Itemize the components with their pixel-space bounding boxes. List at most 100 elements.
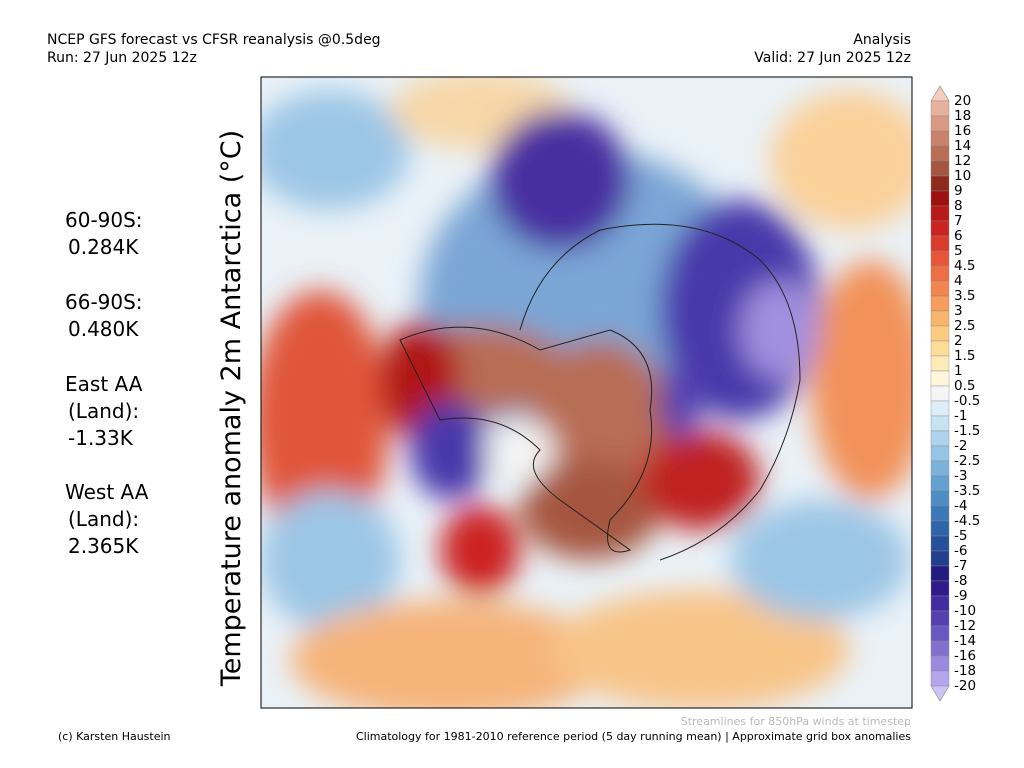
colorbar-swatch (930, 505, 950, 522)
colorbar-label: -2.5 (954, 453, 980, 469)
colorbar-label: 20 (954, 93, 971, 109)
stat-line: 60-90S: (65, 208, 143, 232)
credit: (c) Karsten Haustein (58, 730, 171, 743)
colorbar-label: -4 (954, 498, 967, 514)
colorbar-swatch (930, 130, 950, 147)
colorbar-label: 12 (954, 153, 971, 169)
valid: Valid: 27 Jun 2025 12z (754, 50, 911, 66)
colorbar-label: 5 (954, 243, 963, 259)
stat-line: 2.365K (68, 534, 139, 558)
colorbar-swatch (930, 115, 950, 132)
stats: 60-90S: 0.284K 66-90S: 0.480K East AA (Land):… (65, 208, 149, 558)
colorbar-swatch (930, 295, 950, 312)
colorbar-arrow-bottom (930, 685, 950, 702)
colorbar-swatch (930, 385, 950, 402)
colorbar-swatch (930, 280, 950, 297)
colorbar-label: -18 (954, 663, 976, 679)
colorbar-swatch (930, 640, 950, 657)
colorbar-swatch (930, 340, 950, 357)
colorbar-label: -10 (954, 603, 976, 619)
colorbar-swatch (930, 355, 950, 372)
colorbar-label: -1 (954, 408, 967, 424)
map (261, 77, 912, 708)
colorbar-swatch (930, 100, 950, 117)
colorbar-label: 3 (954, 303, 963, 319)
colorbar-label: 2.5 (954, 318, 975, 334)
colorbar-swatch (930, 490, 950, 507)
stat-line: (Land): (68, 507, 139, 531)
colorbar-label: 8 (954, 198, 963, 214)
climatology-note: Climatology for 1981-2010 reference peri… (356, 730, 911, 743)
colorbar-label: 9 (954, 183, 963, 199)
stat-line: West AA (65, 480, 149, 504)
stat-line: (Land): (68, 399, 139, 423)
colorbar-label: -20 (954, 678, 976, 694)
colorbar-swatch (930, 205, 950, 222)
colorbar-swatch (930, 625, 950, 642)
colorbar-swatch (930, 475, 950, 492)
colorbar-label: -5 (954, 528, 967, 544)
map-frame (260, 76, 913, 709)
colorbar-label: 0.5 (954, 378, 975, 394)
stat-line: 66-90S: (65, 290, 143, 314)
stat-line: 0.284K (68, 235, 139, 259)
colorbar-label: 14 (954, 138, 971, 154)
colorbar-label: 1 (954, 363, 963, 379)
colorbar-swatch (930, 190, 950, 207)
colorbar-label: 4.5 (954, 258, 975, 274)
run: Run: 27 Jun 2025 12z (47, 50, 197, 66)
colorbar-swatch (930, 145, 950, 162)
colorbar-swatch (930, 415, 950, 432)
colorbar-label: -8 (954, 573, 967, 589)
colorbar-swatch (930, 460, 950, 477)
colorbar-swatch (930, 370, 950, 387)
colorbar-label: 1.5 (954, 348, 975, 364)
kind: Analysis (853, 32, 911, 48)
colorbar-swatch (930, 580, 950, 597)
title: NCEP GFS forecast vs CFSR reanalysis @0.… (47, 32, 381, 48)
colorbar-swatch (930, 670, 950, 687)
colorbar-label: 18 (954, 108, 971, 124)
colorbar-swatch (930, 160, 950, 177)
colorbar-label: -12 (954, 618, 976, 634)
colorbar-label: -1.5 (954, 423, 980, 439)
colorbar-label: -2 (954, 438, 967, 454)
colorbar-swatch (930, 565, 950, 582)
colorbar-swatch (930, 610, 950, 627)
colorbar-label: 4 (954, 273, 963, 289)
colorbar-label: 10 (954, 168, 971, 184)
colorbar-label: -6 (954, 543, 967, 559)
colorbar-label: 3.5 (954, 288, 975, 304)
colorbar-swatch (930, 655, 950, 672)
colorbar-swatch (930, 235, 950, 252)
colorbar: 201816141210987654.543.532.521.510.5-0.5… (930, 85, 980, 702)
colorbar-label: 2 (954, 333, 963, 349)
stat-line: East AA (65, 372, 143, 396)
colorbar-label: -7 (954, 558, 967, 574)
colorbar-swatch (930, 220, 950, 237)
colorbar-swatch (930, 265, 950, 282)
colorbar-label: -0.5 (954, 393, 980, 409)
colorbar-label: -3.5 (954, 483, 980, 499)
streamline-note: Streamlines for 850hPa winds at timestep (681, 715, 911, 728)
colorbar-swatch (930, 250, 950, 267)
colorbar-swatch (930, 325, 950, 342)
colorbar-swatch (930, 550, 950, 567)
colorbar-label: 16 (954, 123, 971, 139)
colorbar-swatch (930, 520, 950, 537)
stat-line: -1.33K (68, 426, 134, 450)
colorbar-label: 7 (954, 213, 963, 229)
colorbar-swatch (930, 535, 950, 552)
colorbar-label: -4.5 (954, 513, 980, 529)
colorbar-swatch (930, 400, 950, 417)
colorbar-swatch (930, 595, 950, 612)
colorbar-swatch (930, 430, 950, 447)
colorbar-label: 6 (954, 228, 963, 244)
colorbar-swatch (930, 175, 950, 192)
colorbar-label: -16 (954, 648, 976, 664)
colorbar-swatch (930, 445, 950, 462)
colorbar-swatch (930, 310, 950, 327)
stat-line: 0.480K (68, 317, 139, 341)
colorbar-label: -9 (954, 588, 967, 604)
